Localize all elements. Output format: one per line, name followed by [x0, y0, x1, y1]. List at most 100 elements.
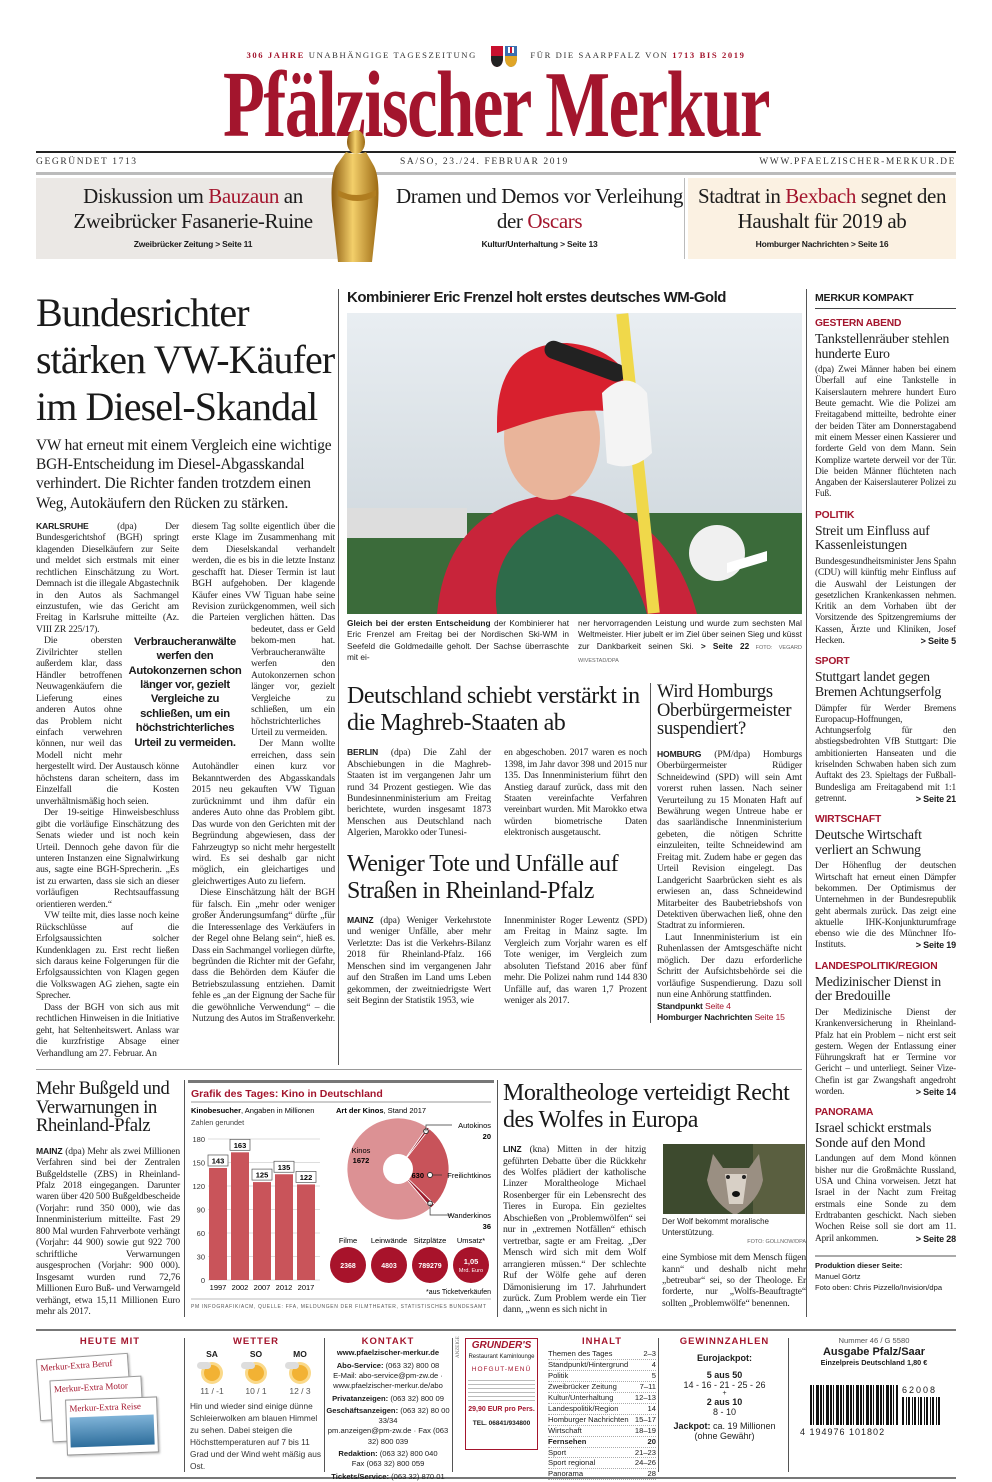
inhalt: INHALT Themen des Tages 2–3 Standpunkt/Hin… [548, 1336, 656, 1481]
newspaper-logo: Pfälzischer Merkur [222, 53, 770, 157]
toc-item[interactable]: Zweibrücker Zeitung 7–11 [548, 1382, 656, 1394]
weather-day: SO 10 / 1 [234, 1349, 278, 1396]
toc-item[interactable]: Kultur/Unterhaltung 12–13 [548, 1393, 656, 1404]
lead-body-column-1: KARLSRUHE (dpa) Der Bundesgerichtshof (B… [36, 520, 179, 1059]
maghreb-body-2: en abgeschoben. 2017 waren es noch 1398,… [504, 747, 647, 839]
toc-item[interactable]: Panorama 28 [548, 1469, 656, 1481]
pie-marker [427, 1172, 433, 1179]
kompakt-item[interactable]: POLITIK Streit um Einfluss auf Kassenleis… [815, 510, 956, 648]
masthead: Pfälzischer Merkur [0, 58, 992, 153]
divider [452, 1338, 453, 1473]
kompakt-item[interactable]: GESTERN ABEND Tankstellenräuber stehlen h… [815, 318, 956, 501]
main-content: Bundesrichter stärken VW-Käufer im Diese… [36, 289, 956, 1318]
heute-mit: HEUTE MIT Merkur-Extra Beruf Merkur-Extr… [35, 1336, 184, 1456]
divider [36, 1477, 956, 1480]
pie-label-freilicht: Freilichtkinos [447, 1171, 491, 1180]
kontakt: KONTAKT www.pfaelzischer-merkur.de Abo-S… [326, 1336, 450, 1481]
section-label: SPORT [815, 656, 850, 668]
infographic-kino: Grafik des Tages: Kino in Deutschland Kin… [188, 1080, 494, 1314]
y-tick-label: 90 [197, 1206, 205, 1215]
bar-chart-note: Zahlen gerundet [191, 1118, 244, 1127]
photo-headline: Kombinierer Eric Frenzel holt erstes deu… [347, 289, 726, 306]
tagline-text: UNABHÄNGIGE TAGESZEITUNG [308, 49, 477, 60]
toc-item[interactable]: Sport regional 24–26 [548, 1458, 656, 1470]
toc-item[interactable]: Politik 5 [548, 1371, 656, 1383]
kompakt-item[interactable]: SPORT Stuttgart landet gegen Bremen Achtu… [815, 656, 956, 805]
weather-text: Hin und wieder sind einige dünne Schleie… [190, 1401, 321, 1472]
bar-value-label: 125 [256, 1171, 269, 1180]
contact-line: Geschäftsanzeigen: (063 32) 80 00 33/34 p… [326, 1405, 450, 1446]
stat-value: 1,05 [464, 1257, 479, 1266]
lead-body-column-2: diesem Tag sollte eigentlich über die er… [192, 520, 336, 1025]
homburg-headline: Wird Homburgs Oberbürgermeister suspendi… [657, 682, 792, 740]
y-tick-label: 30 [197, 1253, 205, 1262]
edition-info: Nummer 46 / G 5580 Ausgabe Pfalz/Saar Ei… [792, 1336, 956, 1441]
divider [36, 1329, 956, 1331]
teaser-headline: Stadtrat in Bexbach segnet den Haushalt … [697, 184, 947, 233]
toc-item[interactable]: Wirtschaft 18–19 [548, 1425, 656, 1437]
bar [253, 1182, 271, 1281]
y-tick-label: 150 [192, 1159, 205, 1168]
contact-line: Abo-Service: (063 32) 800 08 E-Mail: abo-… [333, 1360, 443, 1391]
stat-value: 789279 [418, 1263, 441, 1270]
divider [788, 1338, 789, 1473]
kompakt-headline: Medizinischer Dienst in der Bredouille [815, 973, 942, 1004]
toc-item[interactable]: Landespolitik/Region 14 [548, 1403, 656, 1415]
kompakt-item[interactable]: WIRTSCHAFT Deutsche Wirtschaft verliert a… [815, 814, 956, 952]
pie-hole [383, 1154, 413, 1185]
kompakt-item[interactable]: LANDESPOLITIK/REGION Medizinischer Dienst… [815, 961, 956, 1099]
contact-line: Tickets/Service: (063 32) 870 01 [331, 1471, 445, 1481]
kompakt-headline: Deutsche Wirtschaft verliert an Schwung [815, 827, 922, 857]
teaser-oscars[interactable]: Dramen und Demos vor Verleihung der Osca… [395, 178, 685, 259]
barcode: 62008 4 194976 101802 [792, 1385, 956, 1441]
kompakt-text: Bundesgesundheitsminister Jens Spahn (CD… [815, 556, 956, 647]
advertisement[interactable]: ANZEIGE GRUNDER'S Restaurant Kaminlounge… [456, 1337, 538, 1451]
kompakt-headline: Stuttgart landet gegen Bremen Achtungser… [815, 669, 942, 699]
bussgeld-story: Mehr Bußgeld und Verwarnungen in Rheinla… [36, 1080, 185, 1318]
coat-of-arms-icon [489, 44, 519, 68]
pie-chart-title: Art der Kinos, Stand 2017 [336, 1106, 426, 1115]
kompakt-item[interactable]: PANORAMA Israel schickt erstmals Sonde au… [815, 1107, 956, 1245]
pie-value: 36 [483, 1222, 491, 1231]
website-url: WWW.PFAELZISCHER-MERKUR.DE [759, 157, 956, 167]
kompakt-text: Dämpfer für Werder Bremens Europacup-Hof… [815, 703, 956, 804]
maghreb-headline: Deutschland schiebt verstärkt in die Mag… [347, 683, 640, 737]
stat-value: 4803 [381, 1263, 397, 1270]
divider [658, 1338, 659, 1473]
stat-circle [412, 1247, 448, 1284]
y-tick-label: 0 [201, 1276, 205, 1285]
stat-label: Umsatz* [457, 1236, 485, 1245]
bar [275, 1174, 293, 1281]
homburg-story: Wird Homburgs Oberbürgermeister suspendi… [651, 683, 802, 1023]
divider [184, 1338, 185, 1473]
toc-item[interactable]: Themen des Tages 2–3 [548, 1349, 656, 1361]
contact-website[interactable]: www.pfaelzischer-merkur.de [336, 1348, 440, 1358]
x-tick-label: 2012 [276, 1283, 293, 1292]
toc-item[interactable]: Sport 21–23 [548, 1447, 656, 1459]
wolf-body-2: eine Symbiose mit dem Mensch fügen kann“… [662, 1252, 806, 1309]
divider [36, 172, 956, 175]
founded-label: GEGRÜNDET 1713 [36, 157, 138, 167]
frenzel-photo [347, 313, 802, 614]
infographic-svg: Grafik des Tages: Kino in Deutschland Kin… [191, 1088, 491, 1310]
section-label: GESTERN ABEND [815, 318, 902, 329]
x-tick-label: 2007 [254, 1283, 271, 1292]
production-credit: Produktion dieser Seite: Manuel Görtz Fo… [815, 1254, 956, 1293]
y-tick-label: 120 [192, 1182, 205, 1191]
chart-title: Grafik des Tages: Kino in Deutschland [191, 1088, 383, 1100]
toc-item[interactable]: Homburger Nachrichten 15–17 [548, 1414, 656, 1426]
bar-value-label: 143 [212, 1157, 225, 1166]
toc-item[interactable]: Standpunkt/Hintergrund 4 [548, 1360, 656, 1372]
photo-caption-1: Gleich bei der ersten Entscheidung der K… [347, 618, 569, 662]
pie-value-kinos: 1672 [353, 1156, 370, 1165]
stat-circle [371, 1247, 407, 1284]
contact-line: Privatanzeigen: (063 32) 800 09 [332, 1393, 444, 1403]
chart-source: PM INFOGRAFIK/ACM, QUELLE: FFA, MELDUNGE… [191, 1304, 486, 1310]
teaser-bexbach[interactable]: Stadtrat in Bexbach segnet den Haushalt … [688, 178, 956, 259]
wolf-story: Moraltheologe verteidigt Recht des Wolfe… [497, 1080, 806, 1318]
supplement-reise[interactable]: Merkur-Extra Reise [65, 1396, 159, 1456]
kompakt-text: Landungen auf dem Mond können bisher nur… [815, 1154, 956, 1244]
kompakt-text: Der Höhenflug der deutschen Wirtschaft h… [815, 861, 956, 951]
teaser-bauzaun[interactable]: Diskussion um Bauzaun an Zweibrücker Fas… [36, 178, 350, 259]
page-ref: > Seite 21 [915, 793, 956, 804]
